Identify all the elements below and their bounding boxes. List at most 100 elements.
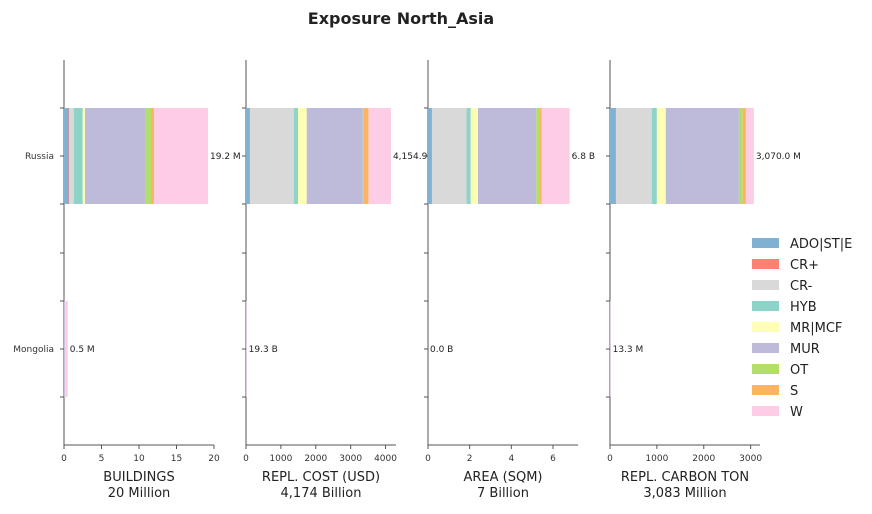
bar-segment <box>616 108 652 204</box>
bar-segment <box>73 108 83 204</box>
bar-total-label: 19.3 B <box>249 345 278 355</box>
x-tick-label: 3000 <box>739 454 762 464</box>
bar-total-label: 4,154.9 <box>393 152 428 162</box>
bar-segment <box>428 108 432 204</box>
bar-segment <box>306 108 363 204</box>
bar-segment <box>246 108 250 204</box>
legend-item: MUR <box>752 342 820 357</box>
bar-total-label: 13.3 M <box>613 345 644 355</box>
bar-segment <box>64 301 68 397</box>
bar-segment <box>85 108 145 204</box>
x-tick-label: 1000 <box>269 454 292 464</box>
legend-swatch <box>752 364 779 374</box>
bar-segment <box>68 108 70 204</box>
legend-swatch <box>752 280 779 290</box>
x-tick-label: 0 <box>243 454 249 464</box>
legend-label: OT <box>790 363 808 378</box>
x-axis-subtitle: 3,083 Million <box>643 486 726 501</box>
legend-swatch <box>752 406 779 416</box>
x-tick-label: 4 <box>508 454 514 464</box>
x-tick-label: 20 <box>208 454 220 464</box>
bar-segment <box>610 301 611 397</box>
bar-segment <box>64 108 69 204</box>
x-tick-label: 10 <box>133 454 145 464</box>
bar-segment <box>362 108 364 204</box>
legend: ADO|ST|E CR+ CR- HYB MR|MCF MUR OT SW <box>752 237 852 420</box>
x-tick-label: 0 <box>61 454 67 464</box>
category-label: Mongolia <box>13 345 54 355</box>
x-axis-subtitle: 4,174 Billion <box>281 486 362 501</box>
x-tick-label: 5 <box>99 454 105 464</box>
bar-total-label: 19.2 M <box>210 152 241 162</box>
bar-segment <box>250 108 294 204</box>
bar-segment <box>738 108 743 204</box>
x-tick-label: 0 <box>607 454 613 464</box>
bar-total-label: 6.8 B <box>572 152 595 162</box>
legend-item: CR+ <box>752 258 819 273</box>
panel-2: 0 1000 2000 3000 4000 4,154.9 19.3 B REPL. COST… <box>242 60 428 501</box>
bar-segment <box>610 108 616 204</box>
legend-swatch <box>752 301 779 311</box>
x-tick-label: 2000 <box>692 454 715 464</box>
legend-label: W <box>790 405 803 420</box>
bar-segment <box>293 108 298 204</box>
legend-label: CR- <box>790 279 813 294</box>
legend-swatch <box>752 385 779 395</box>
x-tick-label: 6 <box>550 454 556 464</box>
legend-swatch <box>752 259 779 269</box>
bar-segment <box>154 108 208 204</box>
legend-item: S <box>752 384 798 399</box>
bar-segment <box>363 108 369 204</box>
legend-item: W <box>752 405 803 420</box>
bar-segment <box>665 108 739 204</box>
panel-4: 0 1000 2000 3000 3,070.0 M 13.3 M REPL. CARBON… <box>606 60 801 501</box>
bar-segment <box>151 108 154 204</box>
x-axis-label: AREA (SQM) <box>463 470 542 485</box>
bar-segment <box>470 108 478 204</box>
x-tick-label: 3000 <box>339 454 362 464</box>
legend-swatch <box>752 322 779 332</box>
bar-total-label: 0.0 B <box>430 345 453 355</box>
legend-item: ADO|ST|E <box>752 237 852 252</box>
bar-segment <box>431 108 433 204</box>
x-tick-label: 0 <box>425 454 431 464</box>
panel-3: 0 2 4 6 6.8 B 0.0 B AREA (SQM)7 Billion <box>424 60 595 501</box>
bar-segment <box>536 108 540 204</box>
legend-item: CR- <box>752 279 813 294</box>
category-label: Russia <box>25 152 54 162</box>
bar-segment <box>478 108 537 204</box>
bar-total-label: 3,070.0 M <box>756 152 801 162</box>
legend-label: HYB <box>790 300 817 315</box>
bar-segment <box>432 108 467 204</box>
bar-segment <box>615 108 617 204</box>
bar-segment <box>656 108 666 204</box>
bar-segment <box>64 301 65 397</box>
bar-segment <box>742 108 746 204</box>
legend-label: S <box>790 384 798 399</box>
bar-segment <box>249 108 251 204</box>
legend-item: MR|MCF <box>752 321 842 336</box>
legend-label: ADO|ST|E <box>790 237 852 252</box>
bar-segment <box>651 108 657 204</box>
legend-item: HYB <box>752 300 817 315</box>
x-axis-label: REPL. CARBON TON <box>621 470 749 485</box>
x-axis-subtitle: 7 Billion <box>477 486 529 501</box>
bar-segment <box>246 301 247 397</box>
x-tick-label: 2 <box>467 454 473 464</box>
legend-label: CR+ <box>790 258 819 273</box>
bar-segment <box>69 108 74 204</box>
x-tick-label: 15 <box>171 454 182 464</box>
bar-segment <box>145 108 151 204</box>
x-tick-label: 2000 <box>304 454 327 464</box>
x-axis-label: REPL. COST (USD) <box>262 470 380 485</box>
chart-title: Exposure North_Asia <box>308 9 494 28</box>
legend-swatch <box>752 238 779 248</box>
bar-segment <box>368 108 391 204</box>
legend-item: OT <box>752 363 808 378</box>
bar-segment <box>82 108 85 204</box>
bar-segment <box>745 108 754 204</box>
bar-segment <box>541 108 570 204</box>
